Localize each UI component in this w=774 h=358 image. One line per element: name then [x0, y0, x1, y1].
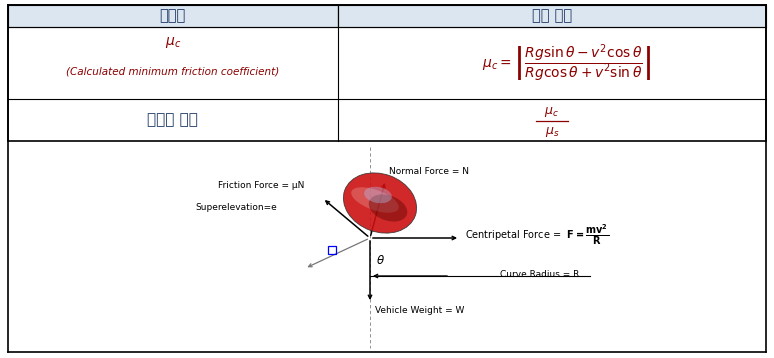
- Text: Friction Force = μN: Friction Force = μN: [218, 181, 304, 190]
- Text: 산출 방법: 산출 방법: [532, 9, 572, 24]
- Text: 위험도 표출: 위험도 표출: [147, 112, 198, 127]
- Ellipse shape: [344, 173, 416, 233]
- Text: Superelevation=e: Superelevation=e: [195, 203, 277, 212]
- Text: $\mu_s$: $\mu_s$: [545, 125, 559, 139]
- Text: $\mu_c$: $\mu_c$: [544, 105, 560, 119]
- Text: 산출값: 산출값: [159, 9, 186, 24]
- Ellipse shape: [368, 194, 407, 222]
- Text: Vehicle Weight = W: Vehicle Weight = W: [375, 306, 464, 315]
- Polygon shape: [8, 5, 337, 27]
- Text: Centripetal Force =  $\mathbf{F = \dfrac{mv^2}{R}}$: Centripetal Force = $\mathbf{F = \dfrac{…: [465, 223, 609, 247]
- Text: Normal Force = N: Normal Force = N: [389, 167, 468, 176]
- Ellipse shape: [364, 187, 392, 203]
- Text: $\mu_c$: $\mu_c$: [165, 35, 181, 50]
- Text: $\mu_c = \left|\dfrac{Rg\sin\theta - v^2\cos\theta}{Rg\cos\theta + v^2\sin\theta: $\mu_c = \left|\dfrac{Rg\sin\theta - v^2…: [482, 42, 652, 84]
- Text: $\theta$: $\theta$: [375, 253, 385, 266]
- Text: Curve Radius = R: Curve Radius = R: [500, 270, 580, 279]
- Text: (Calculated minimum friction coefficient): (Calculated minimum friction coefficient…: [67, 66, 279, 76]
- Ellipse shape: [351, 187, 399, 213]
- Polygon shape: [337, 5, 766, 27]
